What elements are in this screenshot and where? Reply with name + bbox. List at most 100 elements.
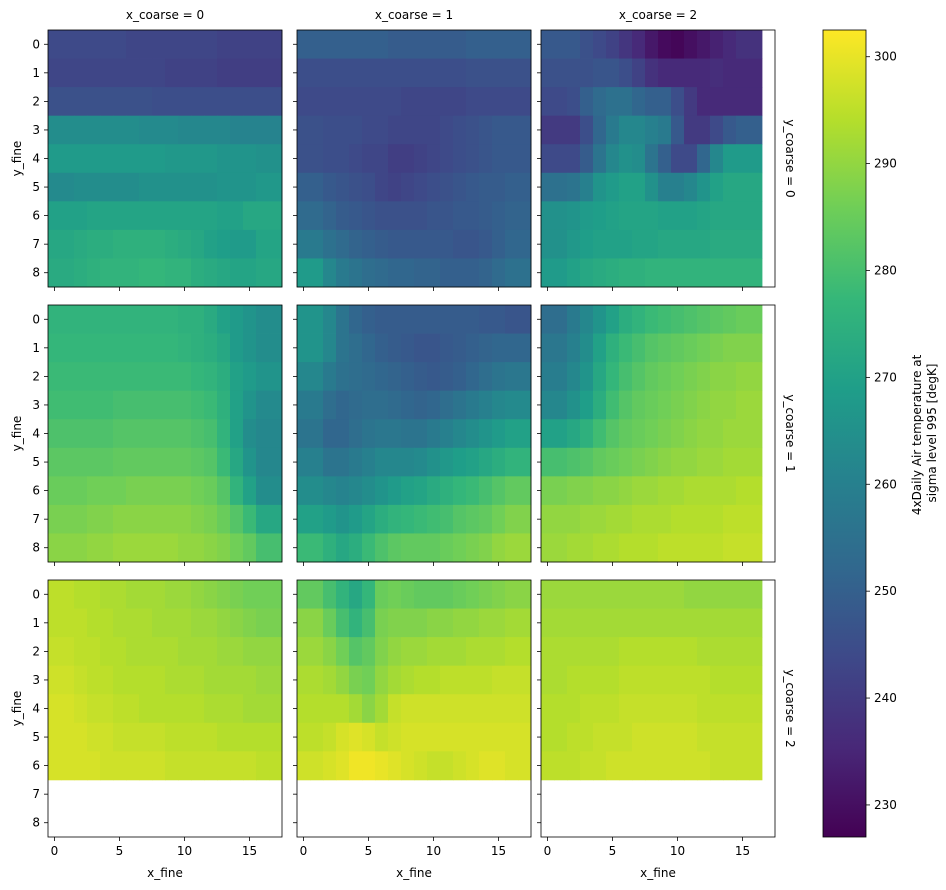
heatmap-cell — [518, 333, 532, 363]
y-tick-label: 6 — [32, 759, 40, 773]
heatmap-cell — [554, 333, 568, 363]
heatmap-cell — [336, 362, 350, 392]
heatmap-cell — [336, 580, 350, 609]
heatmap-cell — [658, 115, 672, 145]
heatmap-cell — [401, 476, 415, 506]
heatmap-cell — [671, 172, 685, 202]
heatmap-cell — [61, 172, 75, 202]
heatmap-cell — [243, 115, 257, 145]
heatmap-cell — [74, 201, 88, 231]
heatmap-cell — [492, 722, 506, 752]
heatmap-cell — [414, 390, 428, 420]
heatmap-cell — [697, 751, 711, 781]
heatmap-cell — [113, 115, 127, 145]
heatmap-cell — [388, 637, 402, 667]
heatmap-cell — [191, 476, 205, 506]
heatmap-cell — [453, 172, 467, 202]
heatmap-cell — [505, 447, 519, 477]
heatmap-cell — [427, 172, 441, 202]
heatmap-cell — [74, 30, 88, 59]
heatmap-cell — [204, 305, 218, 334]
heatmap-cell — [427, 87, 441, 117]
heatmap-cell — [684, 504, 698, 534]
heatmap-cell — [165, 144, 179, 174]
y-tick-label: 5 — [32, 455, 40, 469]
heatmap-cell — [479, 447, 493, 477]
heatmap-cell — [230, 144, 244, 174]
heatmap-cell — [243, 447, 257, 477]
heatmap-cell — [178, 30, 192, 59]
heatmap-cell — [297, 637, 311, 667]
heatmap-cell — [723, 201, 737, 231]
heatmap-cell — [453, 305, 467, 334]
heatmap-cell — [453, 144, 467, 174]
heatmap-cell — [178, 722, 192, 752]
heatmap-cell — [440, 115, 454, 145]
heatmap-cell — [269, 30, 283, 59]
heatmap-cell — [388, 694, 402, 724]
heatmap-cell — [256, 504, 270, 534]
heatmap-cell — [593, 30, 607, 59]
heatmap-cell — [671, 362, 685, 392]
heatmap-cell — [427, 665, 441, 695]
heatmap-cell — [749, 608, 763, 638]
heatmap-cell — [414, 172, 428, 202]
heatmap-cell — [243, 751, 257, 781]
heatmap-cell — [749, 333, 763, 363]
heatmap-cell — [310, 172, 324, 202]
heatmap-cell — [362, 172, 376, 202]
heatmap-cell — [466, 751, 480, 781]
heatmap-cell — [749, 115, 763, 145]
column-title: x_coarse = 0 — [126, 8, 204, 22]
heatmap-cell — [606, 229, 620, 259]
heatmap-cell — [697, 665, 711, 695]
heatmap-cell — [388, 504, 402, 534]
heatmap-cell — [126, 390, 140, 420]
heatmap-cell — [684, 722, 698, 752]
heatmap-cell — [710, 608, 724, 638]
heatmap-cell — [492, 30, 506, 59]
heatmap-cell — [736, 637, 750, 667]
heatmap-cell — [567, 144, 581, 174]
heatmap-cell — [87, 533, 101, 563]
heatmap-cell — [606, 722, 620, 752]
heatmap-cell — [606, 533, 620, 563]
heatmap-cell — [645, 58, 659, 88]
heatmap-cell — [48, 305, 62, 334]
heatmap-cell — [723, 608, 737, 638]
heatmap-cell — [453, 751, 467, 781]
heatmap-cell — [191, 144, 205, 174]
heatmap-cell — [453, 30, 467, 59]
heatmap-cell — [165, 722, 179, 752]
heatmap-cell — [479, 608, 493, 638]
heatmap-cell — [440, 172, 454, 202]
heatmap-cell — [749, 533, 763, 563]
heatmap-cell — [427, 258, 441, 288]
colorbar-label-line-1: 4xDaily Air temperature at — [910, 354, 924, 515]
heatmap-cell — [48, 333, 62, 363]
heatmap-cell — [580, 533, 594, 563]
heatmap-cell — [152, 504, 166, 534]
heatmap-cell — [100, 115, 114, 145]
heatmap-cell — [580, 362, 594, 392]
heatmap-cell — [243, 201, 257, 231]
heatmap-cell — [191, 419, 205, 449]
heatmap-cell — [323, 201, 337, 231]
heatmap-cell — [165, 751, 179, 781]
heatmap-cell — [362, 504, 376, 534]
heatmap-cell — [178, 229, 192, 259]
heatmap-cell — [619, 201, 633, 231]
heatmap-cell — [388, 533, 402, 563]
heatmap-cell — [349, 608, 363, 638]
heatmap-cell — [580, 201, 594, 231]
heatmap-cell — [723, 694, 737, 724]
heatmap-cell — [414, 580, 428, 609]
heatmap-cell — [388, 608, 402, 638]
heatmap-cell — [658, 87, 672, 117]
x-tick-label: 10 — [177, 844, 192, 858]
heatmap-cell — [466, 390, 480, 420]
heatmap-cell — [671, 258, 685, 288]
heatmap-cell — [710, 144, 724, 174]
heatmap-cell — [723, 58, 737, 88]
heatmap-cell — [87, 608, 101, 638]
